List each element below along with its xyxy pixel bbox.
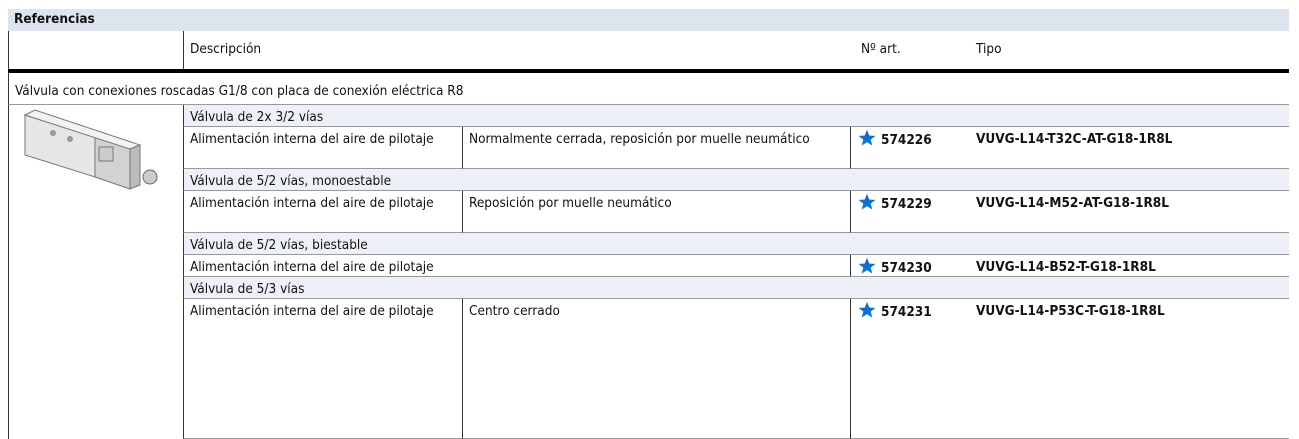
article-cell: 574229	[850, 191, 970, 233]
valve-icon	[23, 109, 158, 190]
article-cell: 574230	[850, 255, 970, 277]
title: Referencias	[8, 9, 1289, 31]
column-header: Nº art.	[861, 41, 901, 57]
group-title: Válvula de 5/2 vías, monoestable	[183, 169, 1289, 191]
type: VUVG-L14-T32C-AT-G18-1R8L	[970, 127, 1289, 169]
article-cell: 574231	[850, 299, 970, 439]
header-cell	[8, 31, 183, 69]
description: Reposición por muelle neumático	[462, 191, 850, 233]
star-icon	[858, 129, 876, 146]
star-icon	[858, 193, 876, 210]
article-number: 574229	[881, 196, 932, 212]
group-title: Válvula de 2x 3/2 vías	[183, 105, 1289, 127]
divider	[8, 69, 1289, 73]
article-number: 574231	[881, 304, 932, 320]
description: Centro cerrado	[462, 299, 850, 439]
star-icon	[858, 257, 876, 274]
feature: Alimentación interna del aire de pilotaj…	[183, 255, 850, 277]
product-image	[8, 105, 183, 439]
type: VUVG-L14-P53C-T-G18-1R8L	[970, 299, 1289, 439]
article-number: 574230	[881, 260, 932, 276]
description: Normalmente cerrada, reposición por muel…	[462, 127, 850, 169]
article-number: 574226	[881, 132, 932, 148]
article-cell: 574226	[850, 127, 970, 169]
feature: Alimentación interna del aire de pilotaj…	[183, 191, 462, 233]
section-title: Válvula con conexiones roscadas G1/8 con…	[8, 73, 1289, 105]
feature: Alimentación interna del aire de pilotaj…	[183, 299, 462, 439]
star-icon	[858, 301, 876, 318]
type: VUVG-L14-B52-T-G18-1R8L	[970, 255, 1289, 277]
column-header: Tipo	[976, 41, 1002, 57]
group-title: Válvula de 5/3 vías	[183, 277, 1289, 299]
type: VUVG-L14-M52-AT-G18-1R8L	[970, 191, 1289, 233]
column-header: Descripción	[183, 31, 855, 69]
group-title: Válvula de 5/2 vías, biestable	[183, 233, 1289, 255]
feature: Alimentación interna del aire de pilotaj…	[183, 127, 462, 169]
